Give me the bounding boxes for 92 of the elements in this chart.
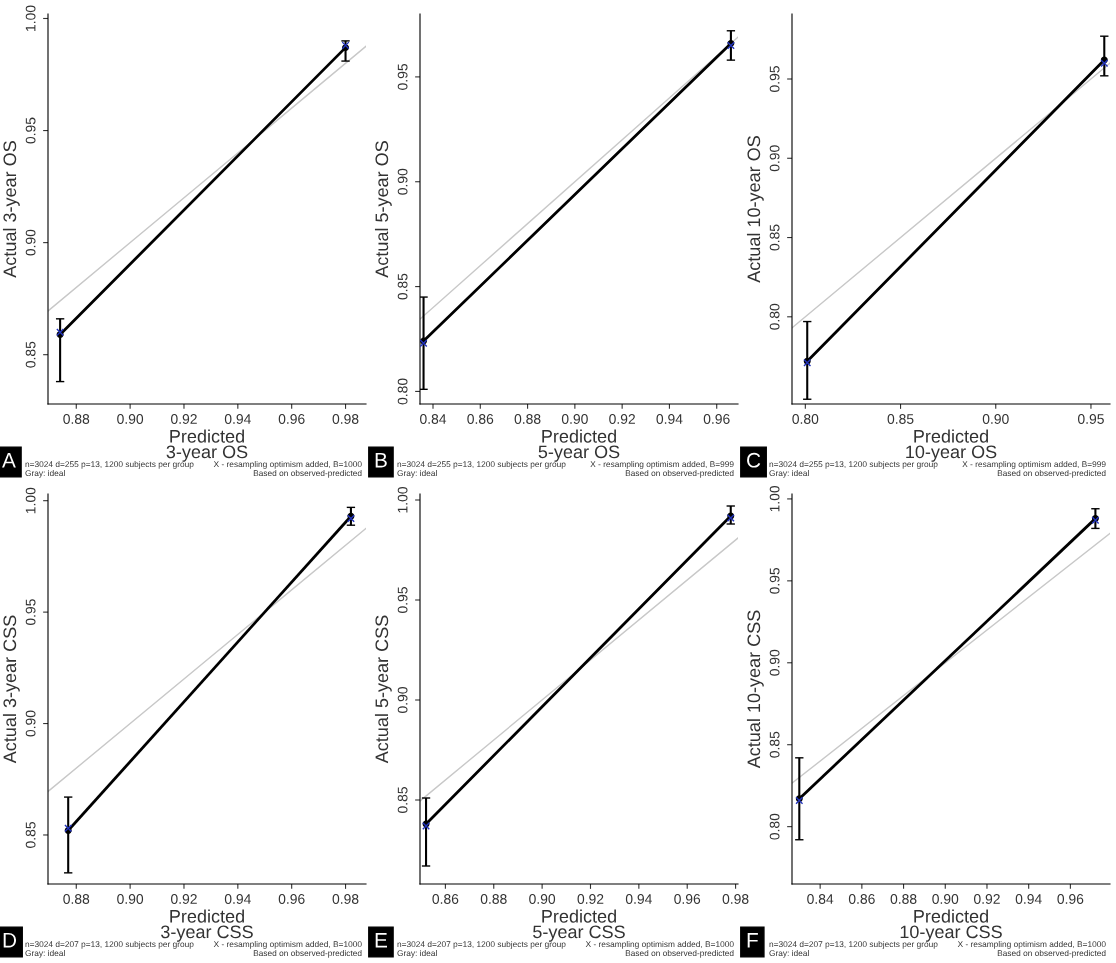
x-tick-label: 0.84 [807, 894, 834, 904]
y-tick-label: 0.95 [769, 66, 780, 92]
y-axis-title: Actual 10-year OS [746, 136, 764, 283]
text: C [747, 452, 761, 468]
x-tick-label: 0.88 [514, 414, 541, 424]
y-tick-label: 0.85 [769, 731, 780, 758]
text: n=3024 d=255 p=13, 1200 subjects per group Gray: ideal [397, 461, 566, 478]
x-tick-label: 0.95 [1077, 414, 1104, 424]
y-tick-label: 0.90 [769, 145, 780, 172]
x-tick-label: 0.86 [432, 894, 459, 904]
text: D [3, 933, 17, 948]
y-tick-label: 0.95 [25, 599, 36, 626]
x-axis-title: Predicted 3-year CSS [161, 909, 253, 942]
x-tick-label: 0.92 [974, 894, 1000, 904]
x-axis-title: Predicted 10-year CSS [900, 909, 1002, 942]
y-tick-label: 0.90 [397, 687, 408, 713]
x-tick-label: 0.94 [224, 414, 251, 424]
x-tick-label: 0.84 [420, 414, 447, 424]
x-tick-label: 0.90 [529, 894, 556, 904]
y-tick-label: 0.80 [397, 378, 408, 405]
x-tick-label: 0.90 [117, 414, 144, 424]
x-tick-label: 0.90 [982, 414, 1009, 424]
x-tick-label: 0.88 [480, 894, 507, 904]
x-tick-label: 0.92 [171, 894, 197, 904]
y-tick-label: 0.95 [769, 567, 780, 594]
y-tick-label: 0.85 [25, 341, 36, 368]
text: F [747, 933, 758, 948]
y-axis-title: Actual 3-year CSS [2, 615, 20, 764]
x-tick-label: 0.94 [1015, 894, 1042, 904]
text: n=3024 d=255 p=13, 1200 subjects per group Gray: ideal [769, 461, 938, 478]
x-tick-label: 0.98 [332, 894, 359, 904]
y-tick-label: 1.00 [25, 487, 36, 514]
x-tick-label: 0.88 [63, 414, 90, 424]
x-axis-title: Predicted 3-year OS [166, 429, 248, 462]
y-tick-label: 1.00 [397, 487, 408, 513]
text: X - resampling optimism added, B=999 Based on observed-predicted [590, 461, 734, 478]
text: n=3024 d=207 p=13, 1200 subjects per group Gray: ideal [397, 941, 566, 958]
y-tick-label: 0.95 [25, 117, 36, 144]
x-tick-label: 0.88 [63, 894, 90, 904]
y-tick-label: 1.00 [769, 485, 780, 512]
text: n=3024 d=207 p=13, 1200 subjects per group Gray: ideal [769, 941, 938, 958]
text: X - resampling optimism added, B=999 Based on observed-predicted [962, 461, 1106, 478]
x-tick-label: 0.98 [332, 414, 359, 424]
y-tick-label: 0.85 [397, 273, 408, 300]
text: X - resampling optimism added, B=1000 Based on observed-predicted [585, 941, 734, 958]
y-tick-label: 0.85 [397, 787, 408, 813]
y-tick-label: 0.95 [397, 587, 408, 613]
x-tick-label: 0.98 [722, 894, 749, 904]
x-tick-label: 0.86 [848, 894, 875, 904]
y-tick-label: 0.90 [25, 229, 36, 256]
x-tick-label: 0.96 [278, 414, 305, 424]
x-tick-label: 0.94 [656, 414, 683, 424]
y-tick-label: 0.85 [769, 224, 780, 251]
x-tick-label: 0.90 [932, 894, 959, 904]
x-tick-label: 0.92 [577, 894, 604, 904]
y-tick-label: 0.85 [25, 822, 36, 848]
x-tick-label: 0.86 [467, 414, 494, 424]
y-tick-label: 1.00 [25, 5, 36, 31]
x-tick-label: 0.85 [887, 414, 914, 424]
text: E [375, 933, 387, 948]
y-tick-label: 0.90 [397, 168, 408, 195]
x-tick-label: 0.88 [890, 894, 917, 904]
x-tick-label: 0.96 [278, 894, 305, 904]
y-tick-label: 0.90 [769, 649, 780, 676]
x-tick-label: 0.92 [609, 414, 635, 424]
x-tick-label: 0.90 [117, 894, 144, 904]
text: n=3024 d=255 p=13, 1200 subjects per group Gray: ideal [25, 461, 194, 478]
x-tick-label: 0.80 [792, 414, 819, 424]
y-axis-title: Actual 3-year OS [2, 141, 20, 278]
y-tick-label: 0.90 [25, 710, 36, 737]
x-tick-label: 0.90 [561, 414, 588, 424]
x-axis-title: Predicted 5-year CSS [533, 909, 625, 942]
y-tick-label: 0.80 [769, 813, 780, 840]
x-tick-label: 0.96 [1057, 894, 1084, 904]
x-tick-label: 0.96 [703, 414, 730, 424]
y-axis-title: Actual 10-year CSS [746, 610, 764, 769]
x-tick-label: 0.94 [625, 894, 652, 904]
text: A [2, 453, 16, 468]
x-tick-label: 0.92 [171, 414, 197, 424]
text: X - resampling optimism added, B=1000 Based on observed-predicted [213, 461, 362, 478]
text: X - resampling optimism added, B=1000 Based on observed-predicted [957, 941, 1106, 958]
text: X - resampling optimism added, B=1000 Based on observed-predicted [213, 941, 362, 958]
y-tick-label: 0.80 [769, 303, 780, 330]
x-tick-label: 0.96 [674, 894, 701, 904]
y-tick-label: 0.95 [397, 63, 408, 90]
x-axis-title: Predicted 10-year OS [906, 429, 997, 462]
x-tick-label: 0.94 [224, 894, 251, 904]
text: B [375, 453, 387, 468]
y-axis-title: Actual 5-year CSS [374, 615, 392, 764]
text: n=3024 d=207 p=13, 1200 subjects per group Gray: ideal [25, 941, 194, 958]
y-axis-title: Actual 5-year OS [374, 141, 392, 278]
x-axis-title: Predicted 5-year OS [538, 429, 620, 462]
